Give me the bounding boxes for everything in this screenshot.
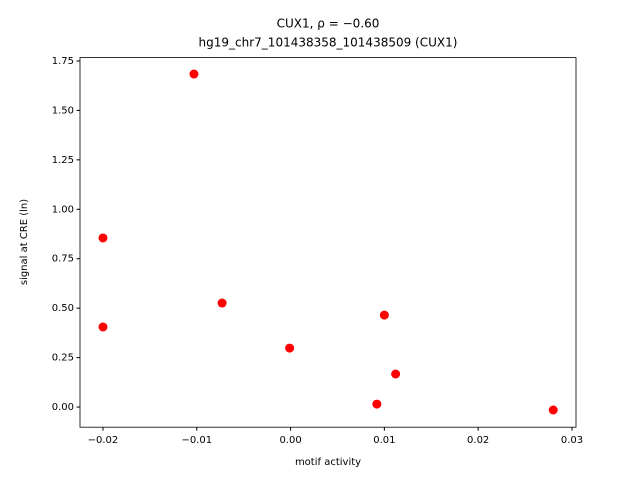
- x-tick-label: −0.02: [88, 435, 119, 446]
- point: [372, 399, 382, 409]
- x-axis-label: motif activity: [295, 457, 361, 468]
- point: [548, 405, 558, 415]
- plot-frame: [79, 57, 577, 428]
- chart-subtitle: hg19_chr7_101438358_101438509 (CUX1): [199, 36, 458, 50]
- x-tick-label: −0.01: [181, 435, 212, 446]
- x-tick-label: 0.01: [373, 435, 395, 446]
- y-tick-label: 0.75: [52, 254, 74, 265]
- y-tick-label: 0.00: [52, 402, 74, 413]
- y-axis-label: signal at CRE (ln): [19, 199, 30, 285]
- x-tick-label: 0.02: [467, 435, 489, 446]
- y-tick-label: 0.50: [52, 303, 74, 314]
- point: [379, 310, 389, 320]
- point: [285, 343, 295, 353]
- point: [391, 369, 401, 379]
- chart-title: CUX1, ρ = −0.60: [277, 17, 380, 31]
- point: [98, 233, 108, 243]
- point: [189, 69, 199, 79]
- point: [98, 322, 108, 332]
- y-tick-label: 1.25: [52, 155, 74, 166]
- y-tick-label: 0.25: [52, 353, 74, 364]
- y-tick-label: 1.75: [52, 56, 74, 67]
- point: [217, 298, 227, 308]
- x-tick-label: 0.00: [279, 435, 301, 446]
- y-tick-label: 1.00: [52, 204, 74, 215]
- y-tick-label: 1.50: [52, 105, 74, 116]
- x-tick-label: 0.03: [561, 435, 583, 446]
